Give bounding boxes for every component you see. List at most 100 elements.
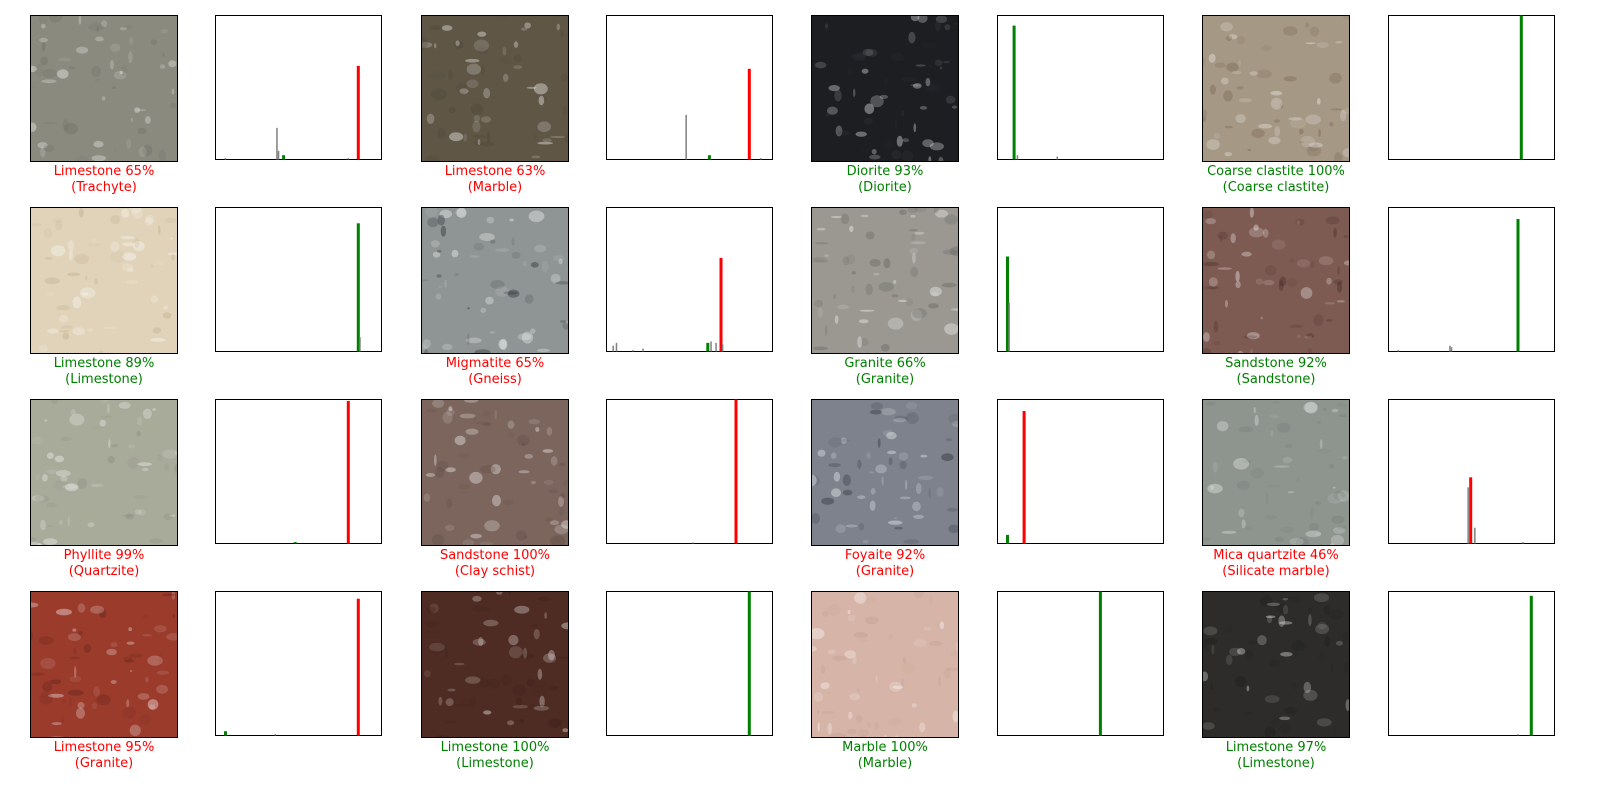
probability-bar (277, 150, 280, 160)
actual-label: (Clay schist) (454, 564, 536, 579)
probability-bar (632, 350, 634, 352)
probability-histogram (1388, 591, 1555, 736)
histogram-frame (606, 399, 773, 544)
actual-label: (Limestone) (1237, 756, 1315, 771)
rock-image (1202, 399, 1350, 546)
actual-label: (Gneiss) (468, 372, 522, 387)
probability-bar (276, 127, 278, 160)
probability-bar (707, 155, 711, 160)
actual-label: (Limestone) (456, 756, 534, 771)
probability-bar (224, 158, 227, 160)
probability-histogram (1388, 15, 1555, 160)
probability-bar (1098, 591, 1102, 736)
probability-bar (721, 344, 724, 352)
predicted-label: Limestone 97% (1225, 740, 1327, 755)
rock-image (421, 399, 569, 546)
predicted-label: Diorite 93% (846, 164, 924, 179)
actual-label: (Silicate marble) (1222, 564, 1330, 579)
rock-image (1202, 591, 1350, 738)
histogram-frame (606, 207, 773, 352)
probability-bar (1529, 595, 1533, 736)
probability-bar (1519, 15, 1523, 160)
prediction-caption: Granite 66% (Granite) (775, 356, 995, 388)
predicted-label: Foyaite 92% (844, 548, 926, 563)
probability-bar (356, 598, 360, 736)
actual-label: (Marble) (467, 180, 523, 195)
probability-bar (715, 342, 717, 352)
probability-bar (1016, 155, 1019, 160)
probability-bar (642, 348, 644, 352)
probability-bar (1012, 25, 1016, 160)
prediction-caption: Sandstone 100% (Clay schist) (385, 548, 605, 580)
actual-label: (Sandstone) (1236, 372, 1316, 387)
probability-histogram (606, 15, 773, 160)
rock-image (1202, 207, 1350, 354)
actual-label: (Granite) (855, 564, 915, 579)
probability-bar (1522, 542, 1524, 544)
probability-bar (734, 399, 738, 544)
prediction-caption: Coarse clastite 100% (Coarse clastite) (1166, 164, 1386, 196)
probability-bar (293, 542, 297, 544)
predicted-label: Migmatite 65% (445, 356, 545, 371)
probability-bar (359, 337, 361, 352)
prediction-caption: Limestone 89% (Limestone) (0, 356, 214, 388)
probability-bar (1450, 347, 1453, 352)
actual-label: (Quartzite) (68, 564, 140, 579)
probability-bar (282, 155, 286, 160)
histogram-frame (215, 15, 382, 160)
prediction-caption: Limestone 95% (Granite) (0, 740, 214, 772)
probability-bar (719, 257, 723, 352)
probability-histogram (1388, 399, 1555, 544)
predicted-label: Granite 66% (844, 356, 926, 371)
histogram-frame (606, 15, 773, 160)
probability-histogram (215, 15, 382, 160)
predicted-label: Marble 100% (842, 740, 928, 755)
actual-label: (Coarse clastite) (1222, 180, 1330, 195)
rock-image (30, 591, 178, 738)
actual-label: (Diorite) (858, 180, 912, 195)
histogram-frame (606, 591, 773, 736)
probability-bar (274, 734, 276, 736)
rock-image (30, 399, 178, 546)
probability-bar (224, 731, 227, 736)
rock-image (811, 15, 959, 162)
histogram-frame (215, 591, 382, 736)
probability-bar (347, 158, 350, 160)
rock-image (811, 399, 959, 546)
prediction-caption: Foyaite 92% (Granite) (775, 548, 995, 580)
probability-bar (356, 223, 360, 352)
prediction-caption: Migmatite 65% (Gneiss) (385, 356, 605, 388)
probability-histogram (215, 207, 382, 352)
probability-bar (710, 341, 712, 352)
prediction-caption: Sandstone 92% (Sandstone) (1166, 356, 1386, 388)
probability-bar (760, 158, 762, 160)
predicted-label: Mica quartzite 46% (1213, 548, 1339, 563)
prediction-caption: Diorite 93% (Diorite) (775, 164, 995, 196)
probability-histogram (997, 591, 1164, 736)
probability-bar (1022, 411, 1026, 544)
histogram-frame (215, 399, 382, 544)
probability-bar (1516, 219, 1520, 352)
probability-histogram (606, 207, 773, 352)
rock-image (421, 15, 569, 162)
probability-bar (1474, 527, 1476, 544)
probability-histogram (215, 591, 382, 736)
probability-bar (1467, 487, 1469, 544)
probability-bar (692, 542, 694, 544)
probability-bar (346, 400, 350, 544)
actual-label: (Granite) (74, 756, 134, 771)
rock-image (30, 15, 178, 162)
histogram-frame (1388, 15, 1555, 160)
prediction-caption: Mica quartzite 46% (Silicate marble) (1166, 548, 1386, 580)
probability-histogram (215, 399, 382, 544)
predicted-label: Limestone 65% (53, 164, 155, 179)
probability-bar (615, 342, 618, 352)
histogram-frame (997, 207, 1164, 352)
probability-bar (1006, 256, 1009, 352)
prediction-caption: Limestone 63% (Marble) (385, 164, 605, 196)
probability-histogram (997, 207, 1164, 352)
probability-histogram (606, 591, 773, 736)
probability-histogram (606, 399, 773, 544)
histogram-frame (997, 399, 1164, 544)
probability-bar (356, 65, 360, 160)
